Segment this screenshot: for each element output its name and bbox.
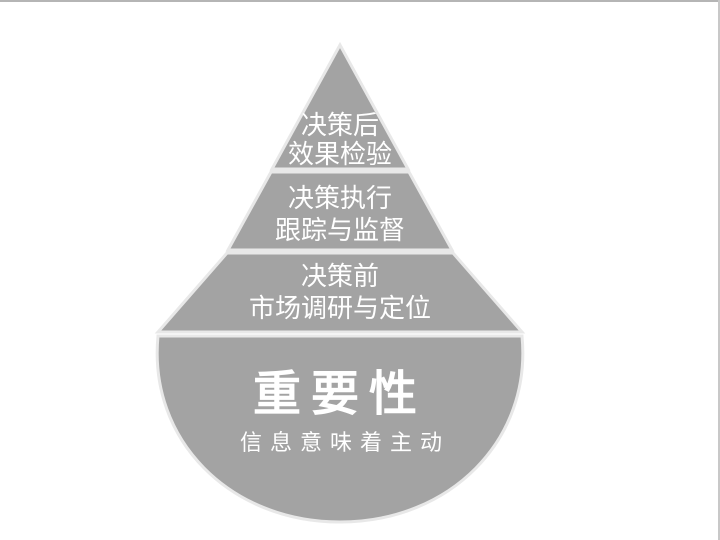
base-title: 重要性 xyxy=(253,366,427,422)
pyramid-segment-lower xyxy=(154,251,526,334)
level-1-line-2: 效果检验 xyxy=(288,140,392,170)
frame-right-border xyxy=(718,0,720,540)
pyramid-segment-base xyxy=(155,334,525,524)
pyramid-segment-middle xyxy=(225,170,455,252)
level-2-line-1: 决策执行 xyxy=(288,184,392,214)
level-1-line-1: 决策后 xyxy=(301,111,379,141)
level-3-line-1: 决策前 xyxy=(301,262,379,292)
pyramid-segment-top xyxy=(269,41,411,171)
frame-top-border xyxy=(0,0,720,2)
level-2-line-2: 跟踪与监督 xyxy=(275,216,405,246)
base-subtitle: 信息意味着主动 xyxy=(240,431,450,456)
level-3-line-2: 市场调研与定位 xyxy=(249,294,431,324)
